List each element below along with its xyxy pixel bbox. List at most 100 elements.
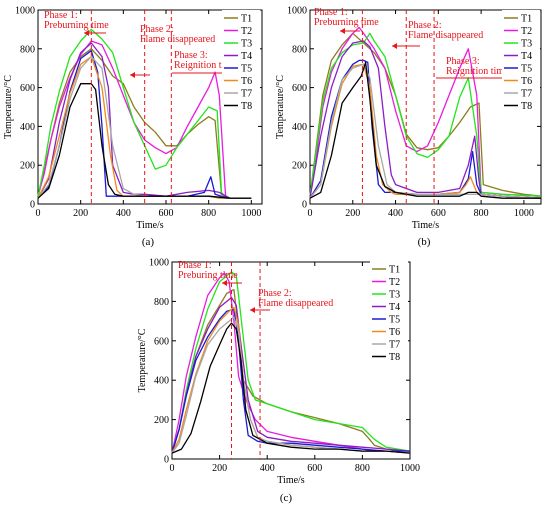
x-axis-label: Time/s: [277, 475, 305, 486]
phase-annotation: Phase 2:: [140, 24, 174, 35]
x-tick-label: 0: [170, 463, 175, 474]
legend-label-t5: T5: [241, 64, 252, 75]
x-axis-label: Time/s: [412, 220, 440, 231]
panel-label: (c): [280, 492, 293, 504]
phase-annotation: Flame disappeared: [258, 298, 333, 309]
plot-frame: [171, 261, 411, 460]
x-tick-label: 1000: [400, 463, 420, 474]
legend-label-t8: T8: [521, 101, 532, 112]
series-line-t4: [309, 40, 542, 199]
legend-label-t2: T2: [241, 26, 252, 37]
x-tick-label: 200: [212, 463, 227, 474]
legend-label-t1: T1: [389, 265, 400, 276]
phase-annotation: Flame disappeared: [140, 34, 215, 45]
phase-annotation: Flame disappeared: [408, 30, 483, 41]
series-line-t2: [37, 40, 252, 199]
series-line-t5: [37, 50, 252, 199]
x-tick-label: 200: [345, 208, 360, 219]
x-tick-label: 0: [36, 208, 41, 219]
series-line-t7: [309, 63, 542, 199]
series-line-t5: [309, 59, 542, 199]
plot-frame: [309, 9, 542, 205]
phase-annotation: Preburing time: [178, 270, 238, 281]
phase-annotation: Phase 2:: [258, 288, 292, 299]
x-tick-label: 400: [116, 208, 131, 219]
phase-annotation: Phase 2:: [408, 20, 442, 31]
panel-label: (a): [142, 236, 155, 248]
y-tick-label: 600: [20, 83, 35, 94]
x-tick-label: 1000: [514, 208, 534, 219]
legend-box: [502, 10, 540, 114]
series-line-t6: [309, 63, 542, 199]
x-tick-label: 800: [201, 208, 216, 219]
series-line-t8: [171, 322, 411, 454]
y-tick-label: 0: [30, 200, 35, 211]
series-line-t8: [309, 61, 541, 199]
chart-panel-b: 0 200 400 600 800 1000 0 200 400 600 800 1000 Time/s…: [275, 6, 542, 248]
phase-arrow-head: [222, 280, 227, 286]
plot-frame: [37, 9, 263, 205]
legend-label-t1: T1: [241, 14, 252, 25]
phase-arrow-head: [392, 43, 397, 49]
x-tick-label: 200: [73, 208, 88, 219]
legend-label-t2: T2: [521, 26, 532, 37]
y-tick-label: 600: [154, 336, 169, 347]
legend-label-t7: T7: [389, 340, 400, 351]
phase-annotation: Reignition time: [174, 60, 237, 71]
phase-arrow-head: [130, 72, 135, 78]
legend-label-t8: T8: [389, 352, 400, 363]
legend-label-t1: T1: [521, 14, 532, 25]
legend-label-t3: T3: [521, 39, 532, 50]
series-line-t3: [309, 32, 542, 197]
series-line-t3: [37, 28, 252, 199]
x-tick-label: 600: [431, 208, 446, 219]
legend-label-t2: T2: [389, 277, 400, 288]
phase-arrow-head: [84, 30, 89, 36]
phase-annotation: Phase 1:: [178, 260, 212, 271]
legend-box: [222, 10, 260, 114]
y-tick-label: 800: [20, 44, 35, 55]
y-axis-label: Temperature/°C: [275, 75, 286, 139]
x-tick-label: 800: [355, 463, 370, 474]
x-tick-label: 600: [159, 208, 174, 219]
legend-label-t4: T4: [241, 51, 252, 62]
y-tick-label: 400: [20, 122, 35, 133]
y-tick-label: 200: [154, 415, 169, 426]
y-tick-label: 200: [20, 161, 35, 172]
series-line-t8: [37, 83, 252, 199]
series-line-t1: [37, 48, 252, 199]
y-tick-label: 400: [154, 376, 169, 387]
y-tick-label: 600: [292, 83, 307, 94]
legend-label-t7: T7: [521, 89, 532, 100]
legend-label-t4: T4: [521, 51, 532, 62]
series-line-t5: [171, 308, 410, 454]
phase-annotation: Phase 3:: [174, 50, 208, 61]
legend-label-t3: T3: [389, 290, 400, 301]
legend-label-t3: T3: [241, 39, 252, 50]
x-tick-label: 800: [474, 208, 489, 219]
x-tick-label: 600: [307, 463, 322, 474]
phase-arrow-head: [340, 28, 345, 34]
x-tick-label: 400: [260, 463, 275, 474]
series-line-t3: [171, 271, 411, 454]
y-axis-label: Temperature/°C: [3, 75, 14, 139]
y-tick-label: 800: [154, 297, 169, 308]
x-axis-label: Time/s: [136, 220, 164, 231]
phase-annotation: Preburning time: [314, 17, 379, 28]
y-tick-label: 1000: [287, 6, 307, 17]
legend-box: [370, 261, 408, 365]
phase-annotation: Phase 1:: [44, 10, 78, 21]
legend-label-t6: T6: [241, 76, 252, 87]
chart-panel-a: 0 200 400 600 800 1000 0 200 400 600 800 1000 Time/s…: [3, 6, 263, 248]
phase-annotation: Phase 3:: [446, 56, 480, 67]
phase-annotation: Phase 1:: [314, 7, 348, 18]
y-axis-label: Temperature/°C: [137, 328, 148, 392]
legend-label-t5: T5: [389, 315, 400, 326]
legend-label-t5: T5: [521, 64, 532, 75]
legend-label-t6: T6: [389, 327, 400, 338]
legend-label-t7: T7: [241, 89, 252, 100]
